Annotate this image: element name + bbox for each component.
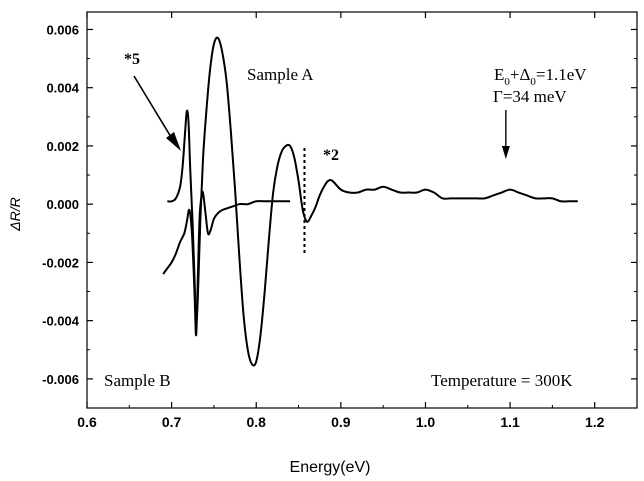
x-axis-label: Energy(eV)	[290, 459, 371, 476]
arrow-to-e0-feature	[501, 110, 510, 159]
annotation-sample-b: Sample B	[104, 371, 171, 390]
y-tick-label: -0.004	[42, 314, 80, 329]
data-series	[162, 36, 578, 367]
x-tick-label: 1.0	[416, 414, 436, 430]
annotation-gamma: Γ=34 meV	[493, 87, 567, 106]
e0-sub-1: 0	[504, 76, 510, 88]
e0-value: =1.1eV	[536, 65, 587, 84]
annotation-temperature: Temperature = 300K	[431, 371, 573, 390]
x-tick-label: 0.7	[162, 414, 182, 430]
y-tick-label: -0.002	[42, 255, 79, 270]
annotation-multiplier-2: *2	[323, 147, 339, 164]
axis-tick-labels: 0.6 0.7 0.8 0.9 1.0 1.1 1.2 -0.006 -0.004 -0.002 0…	[42, 22, 605, 430]
series-line-sample-b	[162, 190, 291, 337]
x-tick-label: 0.9	[331, 414, 351, 430]
e0-main: E	[494, 65, 504, 84]
y-axis-label: ΔR/R	[7, 197, 23, 232]
axis-ticks	[86, 12, 637, 408]
y-tick-label: 0.002	[46, 139, 79, 154]
y-tick-label: -0.006	[42, 372, 79, 387]
y-tick-label: 0.006	[46, 22, 79, 37]
annotation-sample-a: Sample A	[247, 65, 314, 84]
y-tick-label: 0.004	[46, 81, 79, 96]
e0-sub-2: 0	[530, 76, 536, 88]
x-tick-label: 1.1	[500, 414, 520, 430]
x-tick-label: 0.6	[77, 414, 97, 430]
arrow-to-sample-b-peak	[133, 75, 181, 151]
y-tick-label: 0.000	[46, 197, 79, 212]
annotation-multiplier-5: *5	[124, 51, 140, 68]
x-tick-label: 0.8	[246, 414, 266, 430]
e0-plus-delta: +Δ	[510, 65, 531, 84]
plot-frame	[86, 11, 638, 409]
x-tick-label: 1.2	[585, 414, 605, 430]
annotation-e0-delta0: E0+Δ0=1.1eV	[494, 65, 587, 88]
